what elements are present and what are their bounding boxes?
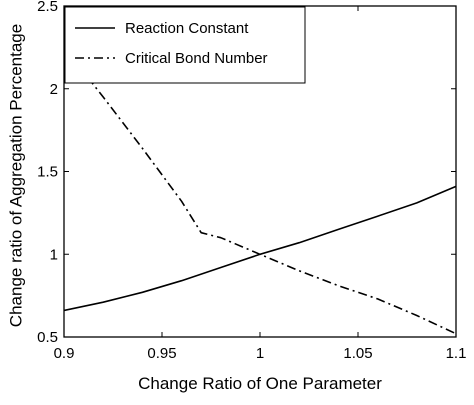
ticks-layer: 0.9 0.95 1 1.05 1.1 0.5 1 1.5 2 2.5 — [37, 0, 466, 362]
y-tick-label: 0.5 — [37, 329, 58, 346]
y-tick-label: 2.5 — [37, 0, 58, 15]
x-tick-label: 0.95 — [147, 345, 176, 362]
legend: Reaction Constant Critical Bond Number — [64, 6, 306, 84]
y-tick-label: 2 — [50, 81, 58, 98]
x-tick-label: 1.05 — [343, 345, 372, 362]
x-tick-label: 1.1 — [446, 345, 467, 362]
x-axis-title: Change Ratio of One Parameter — [138, 374, 382, 393]
x-tick-label: 0.9 — [54, 345, 75, 362]
x-tick-label: 1 — [256, 345, 264, 362]
series-layer — [64, 46, 456, 335]
y-axis-title: Change ratio of Aggregation Percentage — [6, 24, 25, 327]
series-line-reaction-constant — [64, 185, 456, 312]
legend-label: Critical Bond Number — [125, 50, 268, 67]
series-line-critical-bond-number — [64, 46, 456, 335]
y-tick-label: 1.5 — [37, 164, 58, 181]
y-tick-label: 1 — [50, 246, 58, 263]
legend-box — [64, 6, 306, 84]
legend-label: Reaction Constant — [125, 20, 249, 37]
